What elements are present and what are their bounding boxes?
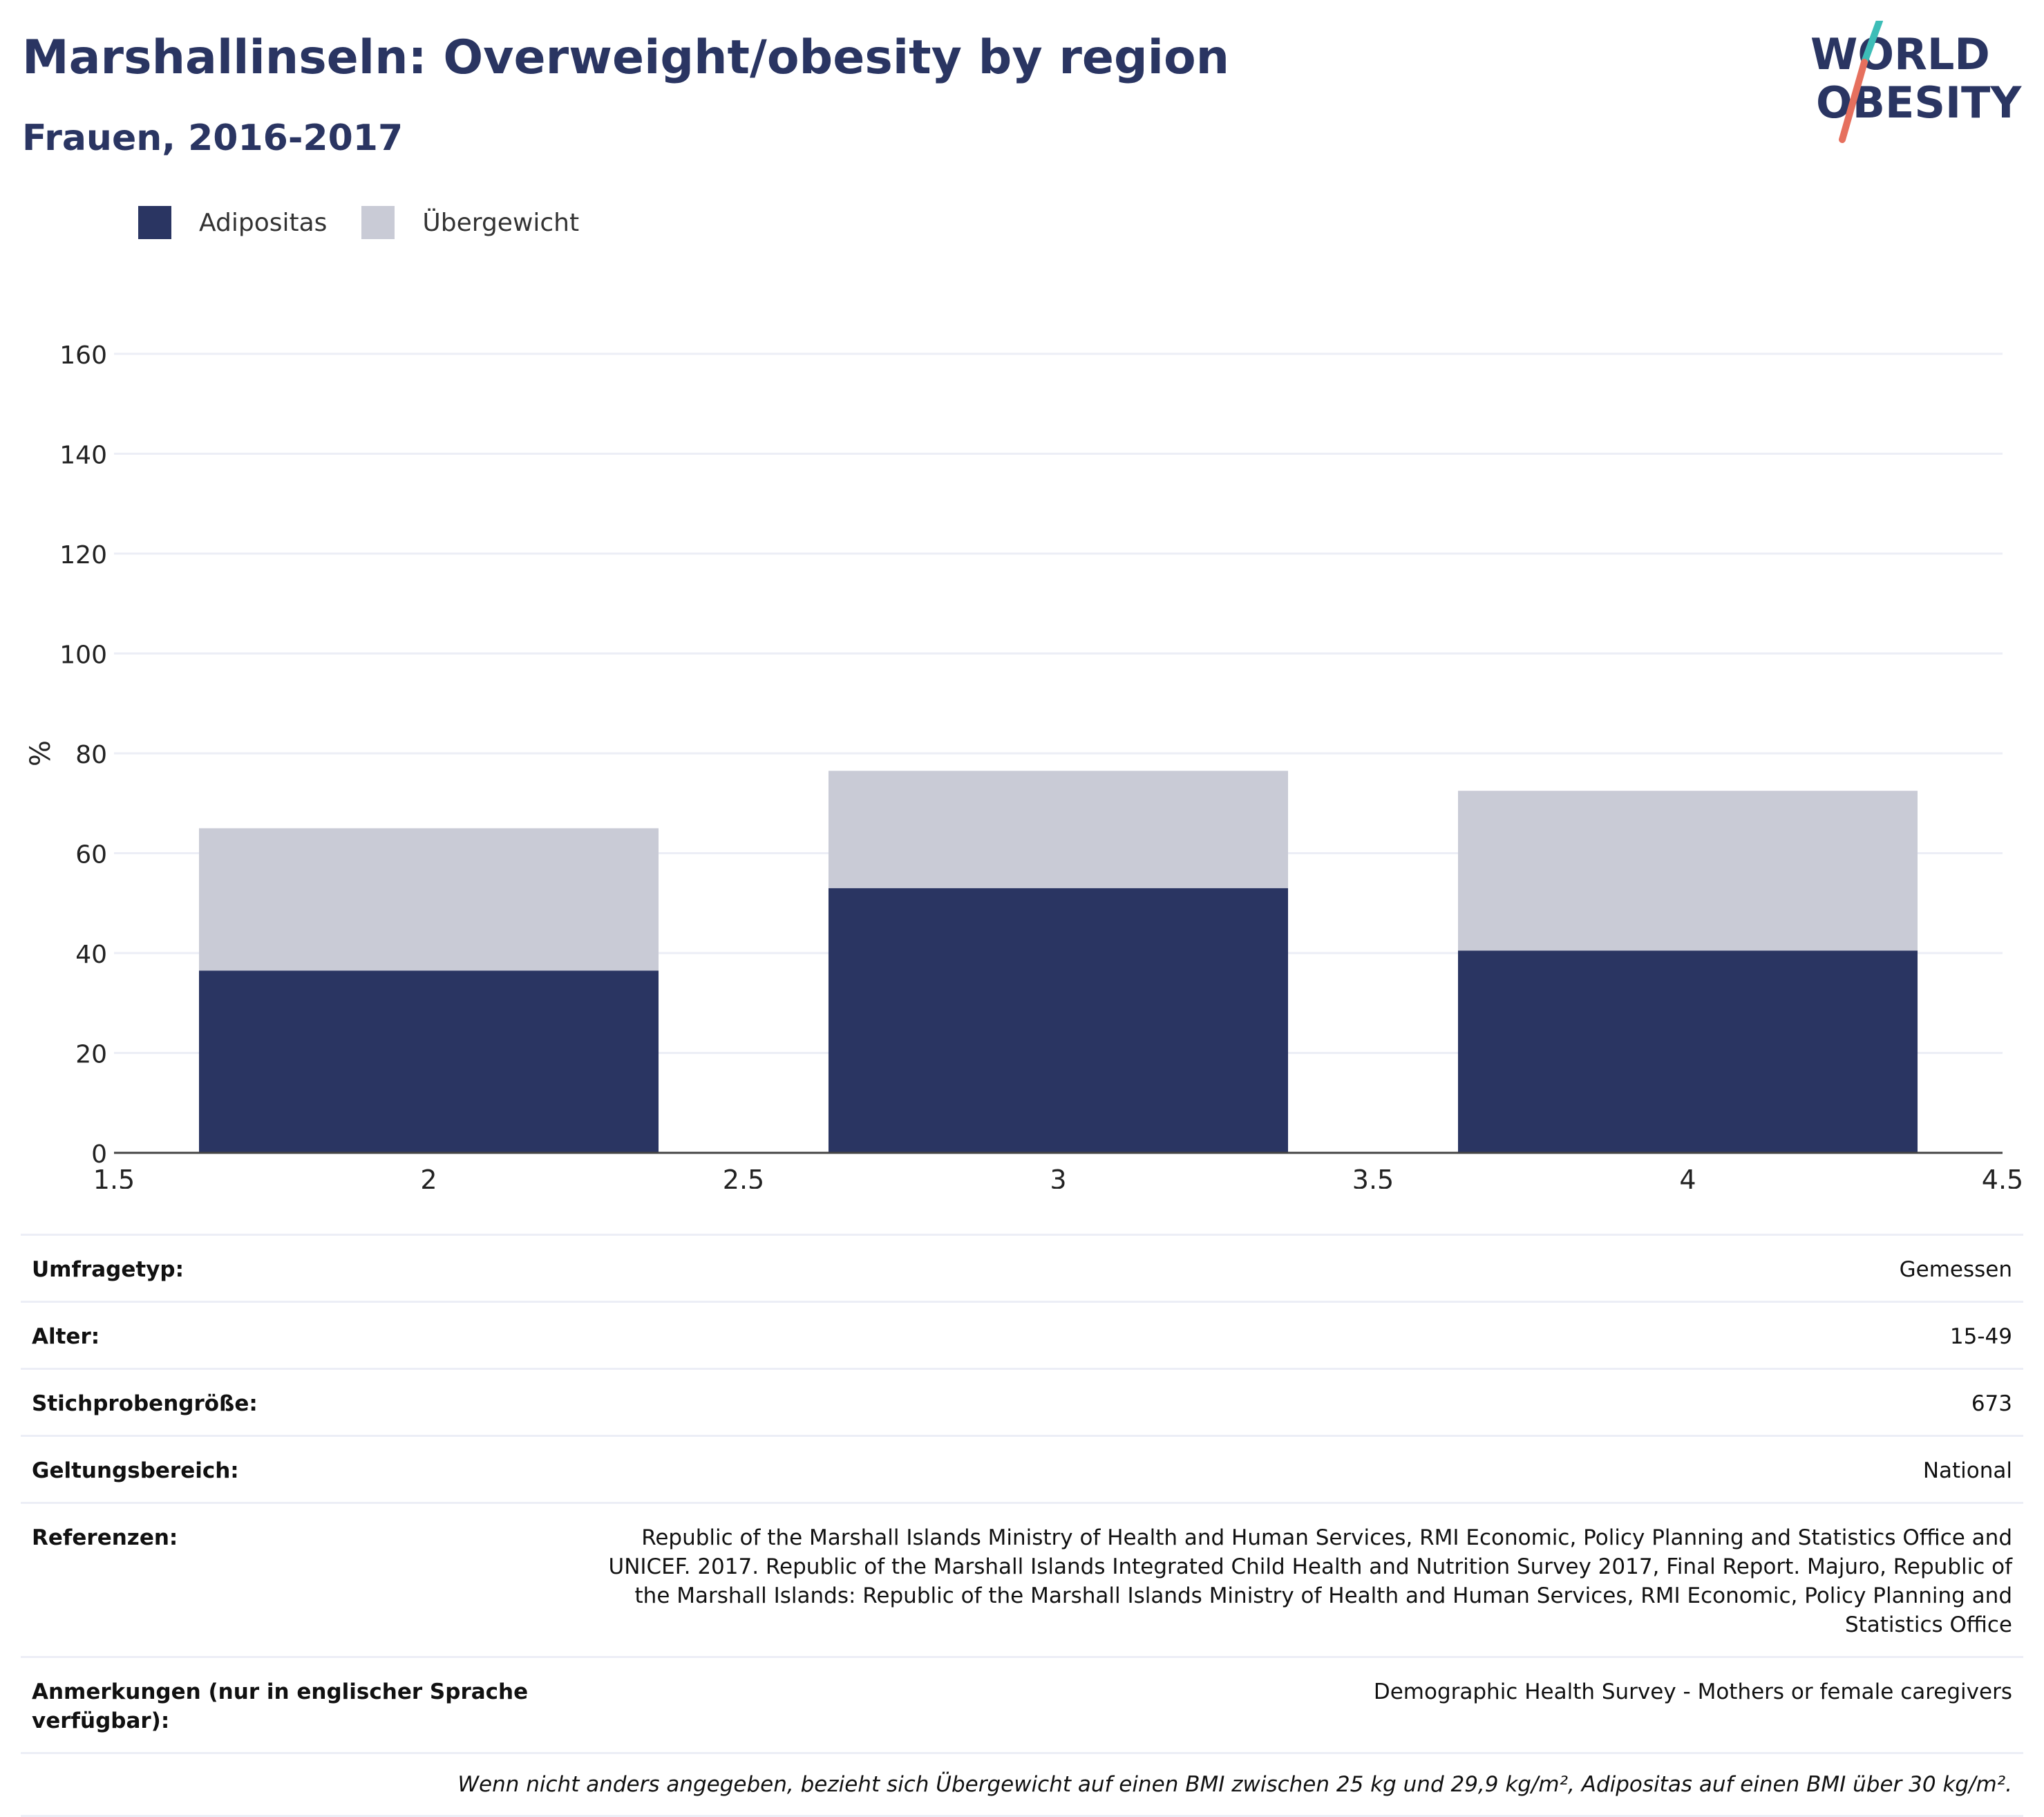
meta-key: Umfragetyp: <box>32 1257 184 1282</box>
meta-row: Stichprobengröße: 673 <box>21 1368 2023 1435</box>
meta-key: Alter: <box>32 1324 100 1349</box>
meta-key: Stichprobengröße: <box>32 1391 258 1416</box>
x-tick-label: 4.5 <box>1982 1165 2023 1189</box>
bmi-footnote: Wenn nicht anders angegeben, bezieht sic… <box>21 1752 2023 1817</box>
survey-metadata-table: Umfragetyp: Gemessen Alter: 15-49 Stichprobe… <box>21 1234 2023 1817</box>
bar-uebergewicht-3 <box>828 771 1289 889</box>
bar-uebergewicht-2 <box>198 828 659 971</box>
y-tick-label: 0 <box>91 1140 107 1169</box>
y-tick-label: 40 <box>75 941 107 969</box>
meta-value: Demographic Health Survey - Mothers or f… <box>1373 1679 2012 1704</box>
y-tick-label: 120 <box>59 541 107 569</box>
meta-row: Geltungsbereich: National <box>21 1435 2023 1502</box>
x-tick-label: 2 <box>420 1165 437 1189</box>
y-axis-label: % <box>25 740 57 766</box>
legend-item-adipositas[interactable]: Adipositas <box>138 206 327 239</box>
meta-row: Umfragetyp: Gemessen <box>21 1234 2023 1301</box>
stacked-bar-chart: 0 20 40 60 80 100 120 140 160% 1.5 2 2.5 3 3.5 4 4.5 <box>25 341 2023 1189</box>
meta-value: 15-49 <box>1949 1324 2012 1349</box>
meta-key: Anmerkungen (nur in englischer Sprache v… <box>32 1679 529 1733</box>
page-subtitle: Frauen, 2016-2017 <box>22 117 404 159</box>
meta-row: Referenzen: Republic of the Marshall Isla… <box>21 1502 2023 1656</box>
y-tick-label: 160 <box>59 341 107 370</box>
meta-row: Anmerkungen (nur in englischer Sprache v… <box>21 1656 2023 1752</box>
meta-value: 673 <box>1971 1391 2012 1416</box>
x-tick-label: 3 <box>1050 1165 1066 1189</box>
legend-item-uebergewicht[interactable]: Übergewicht <box>361 206 579 239</box>
legend-label-adipositas: Adipositas <box>199 208 328 237</box>
logo-slash-teal <box>1861 21 1883 66</box>
legend-swatch-adipositas <box>138 206 171 239</box>
x-tick-label: 1.5 <box>93 1165 135 1189</box>
chart-legend: Adipositas Übergewicht <box>138 206 614 239</box>
world-obesity-logo: WORLD OBESITY <box>1810 21 2022 143</box>
bar-adipositas-2 <box>198 970 659 1153</box>
y-tick-label: 60 <box>75 841 107 869</box>
meta-row: Alter: 15-49 <box>21 1301 2023 1368</box>
x-tick-label: 3.5 <box>1352 1165 1394 1189</box>
page-title: Marshallinseln: Overweight/obesity by re… <box>22 30 1230 85</box>
meta-value: Republic of the Marshall Islands Ministr… <box>608 1525 2013 1637</box>
y-tick-label: 100 <box>59 641 107 670</box>
logo-text-world: WORLD <box>1810 29 1990 79</box>
y-tick-label: 20 <box>75 1041 107 1069</box>
legend-label-uebergewicht: Übergewicht <box>422 208 580 237</box>
meta-value: National <box>1922 1458 2012 1483</box>
bar-adipositas-4 <box>1457 950 1918 1153</box>
x-tick-label: 4 <box>1679 1165 1696 1189</box>
meta-key: Referenzen: <box>32 1525 178 1550</box>
legend-swatch-uebergewicht <box>361 206 395 239</box>
y-tick-label: 80 <box>75 741 107 769</box>
meta-value: Gemessen <box>1899 1257 2012 1282</box>
bar-adipositas-3 <box>828 888 1289 1153</box>
meta-key: Geltungsbereich: <box>32 1458 239 1483</box>
bar-uebergewicht-4 <box>1457 791 1918 951</box>
logo-slash-coral <box>1839 59 1868 143</box>
y-tick-label: 140 <box>59 442 107 470</box>
x-tick-label: 2.5 <box>723 1165 764 1189</box>
